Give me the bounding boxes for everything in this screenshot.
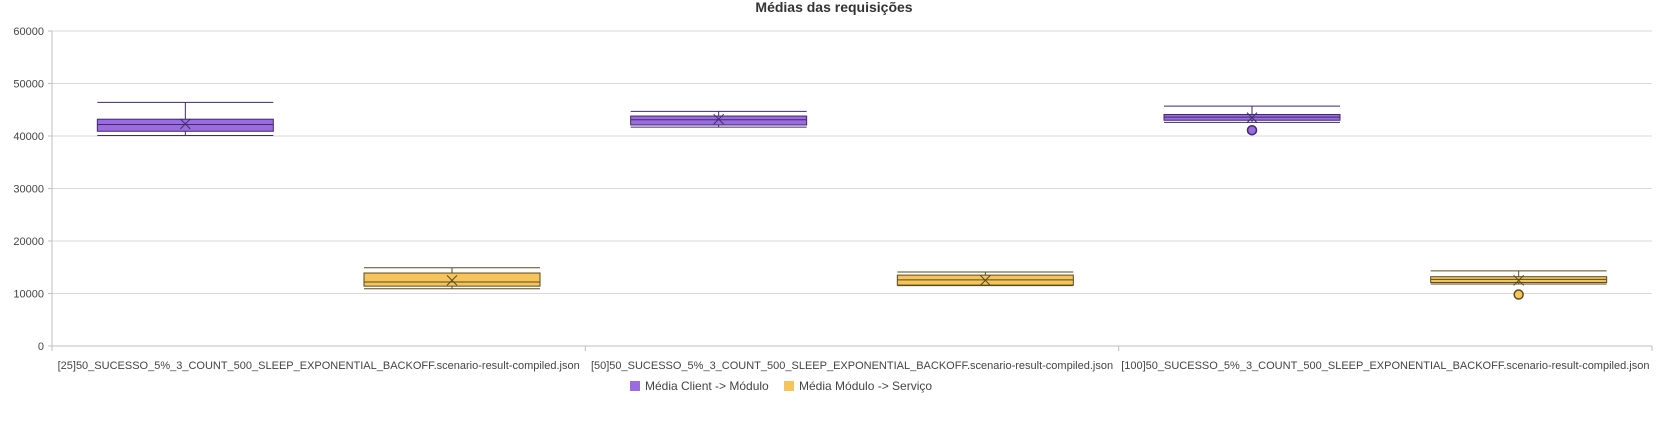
- y-tick-label: 0: [38, 341, 44, 353]
- gridlines: [52, 30, 1652, 347]
- y-tick-label: 40000: [13, 131, 44, 143]
- box-iqr: [630, 115, 808, 126]
- y-axis: 0 10000 20000 30000 40000 50000 60000: [13, 26, 53, 353]
- x-category-label: [100]50_SUCESSO_5%_3_COUNT_500_SLEEP_EXP…: [1121, 360, 1649, 372]
- outlier-point: [1513, 289, 1524, 300]
- legend-swatch: [784, 381, 794, 391]
- mean-marker: [1246, 112, 1258, 123]
- y-tick-label: 10000: [13, 289, 44, 301]
- box-2-2: [896, 271, 1074, 287]
- box-2-1: [363, 267, 541, 290]
- y-tick-label: 20000: [13, 236, 44, 248]
- box-series: [96, 101, 1608, 300]
- box-1-2: [630, 110, 808, 128]
- box-iqr: [96, 118, 274, 132]
- chart-title: Médias das requisições: [755, 0, 912, 15]
- mean-marker: [1513, 275, 1525, 286]
- outlier-point: [1246, 124, 1258, 136]
- y-tick-label: 30000: [13, 184, 44, 196]
- box-1-1: [96, 101, 274, 136]
- mean-marker: [979, 275, 991, 286]
- legend[interactable]: Média Client -> Módulo Média Módulo -> Se…: [630, 379, 932, 393]
- mean-marker: [446, 275, 458, 286]
- x-category-label: [25]50_SUCESSO_5%_3_COUNT_500_SLEEP_EXPO…: [58, 360, 580, 372]
- legend-item-1[interactable]: Média Client -> Módulo: [630, 379, 769, 393]
- box-1-3: [1163, 105, 1341, 136]
- mean-marker: [179, 118, 191, 130]
- legend-swatch: [630, 381, 640, 391]
- y-tick-label: 50000: [13, 79, 44, 91]
- box-2-3: [1430, 270, 1608, 300]
- legend-label: Média Client -> Módulo: [645, 379, 769, 393]
- y-tick-label: 60000: [13, 26, 44, 38]
- mean-marker: [713, 113, 725, 125]
- legend-label: Média Módulo -> Serviço: [799, 379, 932, 393]
- x-category-label: [50]50_SUCESSO_5%_3_COUNT_500_SLEEP_EXPO…: [591, 360, 1113, 372]
- legend-item-2[interactable]: Média Módulo -> Serviço: [784, 379, 932, 393]
- x-axis: [25]50_SUCESSO_5%_3_COUNT_500_SLEEP_EXPO…: [51, 345, 1653, 372]
- box-iqr: [363, 272, 541, 287]
